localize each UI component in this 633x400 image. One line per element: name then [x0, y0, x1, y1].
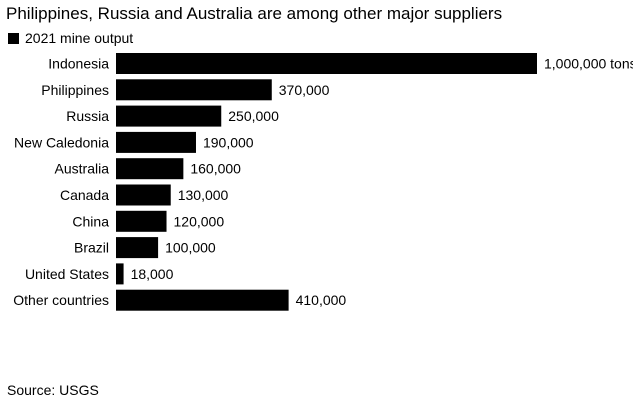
legend-swatch — [8, 32, 19, 44]
bar-chart: Indonesia 1,000,000 tons Philippines 370,00… — [13, 53, 633, 311]
value-label-united-states: 18,000 — [131, 266, 174, 282]
category-label-brazil: Brazil — [74, 240, 109, 256]
bar-indonesia — [116, 53, 537, 74]
bar-new-caledonia — [116, 131, 196, 153]
bar-china — [116, 210, 167, 232]
value-label-australia: 160,000 — [190, 161, 241, 177]
source-note: Source: USGS — [7, 382, 99, 398]
bar-philippines — [116, 79, 272, 101]
category-label-russia: Russia — [66, 108, 109, 124]
value-label-canada: 130,000 — [178, 187, 229, 203]
legend-label: 2021 mine output — [25, 30, 134, 46]
bar-brazil — [116, 237, 159, 259]
category-label-indonesia: Indonesia — [48, 56, 109, 72]
category-label-philippines: Philippines — [41, 82, 109, 98]
category-label-other-countries: Other countries — [13, 292, 109, 308]
category-label-australia: Australia — [55, 161, 110, 177]
bar-australia — [116, 158, 184, 180]
category-label-china: China — [72, 213, 109, 229]
value-label-russia: 250,000 — [228, 108, 279, 124]
value-label-new-caledonia: 190,000 — [203, 134, 254, 150]
chart-legend: 2021 mine output — [8, 29, 133, 47]
value-label-china: 120,000 — [174, 213, 225, 229]
category-label-united-states: United States — [25, 266, 109, 282]
value-label-indonesia: 1,000,000 tons — [544, 56, 633, 72]
category-label-canada: Canada — [60, 187, 109, 203]
value-label-other-countries: 410,000 — [296, 292, 347, 308]
bar-canada — [116, 184, 171, 206]
value-label-brazil: 100,000 — [165, 240, 216, 256]
bar-united-states — [116, 263, 124, 285]
chart-title: Philippines, Russia and Australia are am… — [6, 4, 503, 23]
value-label-philippines: 370,000 — [279, 82, 330, 98]
bar-russia — [116, 105, 222, 127]
bar-other-countries — [116, 289, 289, 311]
category-label-new-caledonia: New Caledonia — [14, 134, 109, 150]
